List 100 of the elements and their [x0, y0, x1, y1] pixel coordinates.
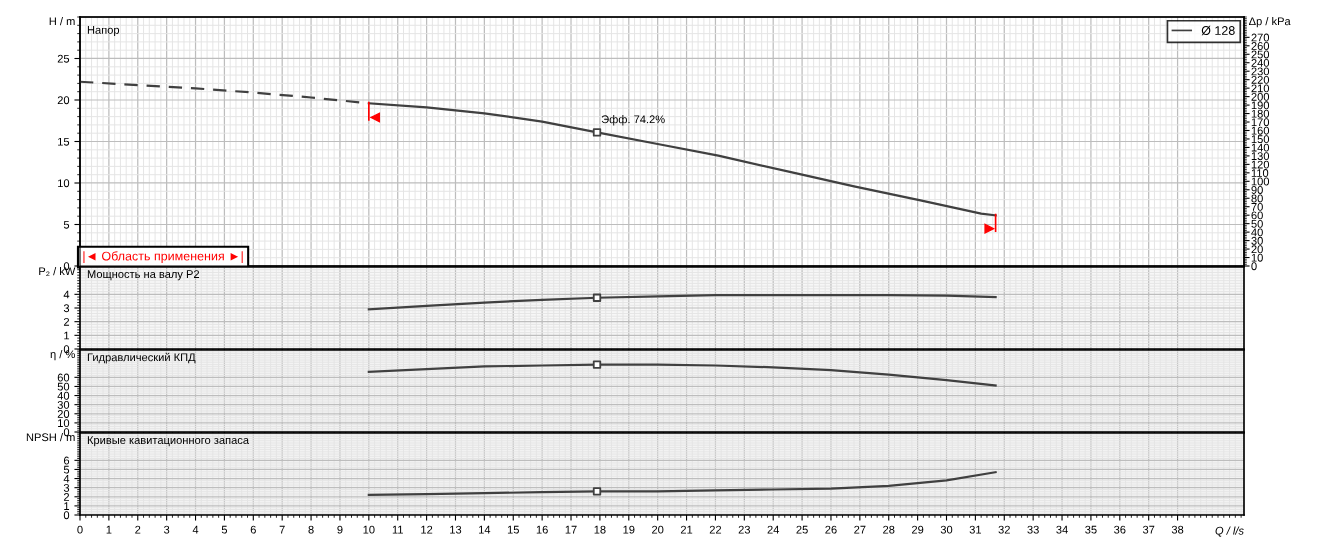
y2-tick-label: 230	[1251, 67, 1270, 76]
y-tick-label: 25	[57, 54, 70, 63]
x-tick-label: 7	[279, 525, 285, 534]
y-tick-label: 5	[63, 220, 70, 229]
x-tick-label: 25	[796, 525, 808, 534]
y-axis-title: H / m	[49, 17, 75, 26]
annotation: Эфф. 74.2%	[601, 115, 665, 126]
y-tick-label: 3	[63, 304, 70, 313]
annotation: |◄ Область применения ►|	[83, 251, 243, 264]
y-tick-label: 6	[63, 456, 70, 465]
x-tick-label: 6	[250, 525, 256, 534]
y-tick-label: 20	[57, 96, 70, 105]
y2-tick-label: 70	[1251, 202, 1263, 211]
x-tick-label: 2	[135, 525, 141, 534]
x-tick-label: 21	[680, 525, 693, 534]
x-tick-label: 26	[825, 525, 837, 534]
y-tick-label: 4	[63, 290, 70, 299]
x-tick-label: 19	[623, 525, 635, 534]
x-tick-label: 17	[565, 525, 577, 534]
y-tick-label: 0	[63, 428, 70, 437]
y-tick-label: 10	[58, 179, 70, 188]
x-tick-label: 30	[940, 525, 953, 534]
x-tick-label: 14	[479, 525, 491, 534]
y2-tick-label: 100	[1251, 177, 1270, 186]
x-tick-label: 35	[1085, 525, 1097, 534]
chart-title: Гидравлический КПД	[87, 352, 196, 364]
y2-tick-label: 40	[1251, 228, 1263, 237]
y-tick-label: 5	[63, 465, 70, 474]
y2-tick-label: 20	[1251, 245, 1263, 254]
x-tick-label: 33	[1027, 525, 1039, 534]
x-tick-label: 4	[192, 525, 199, 534]
x-tick-label: 38	[1171, 525, 1184, 534]
x-tick-label: 32	[998, 525, 1010, 534]
x-tick-label: 1	[106, 525, 112, 534]
text: Напор	[87, 26, 120, 37]
y2-tick-label: 250	[1251, 50, 1270, 59]
y-tick-label: 40	[57, 391, 70, 400]
y2-axis-title: Δp / kPa	[1248, 17, 1291, 28]
legend-label: Ø 128	[1201, 25, 1235, 36]
y2-tick-label: 90	[1251, 186, 1263, 194]
x-tick-label: 22	[709, 525, 722, 534]
y-tick-label: 20	[57, 410, 70, 418]
y-tick-label: 10	[58, 419, 70, 428]
y2-tick-label: 60	[1251, 211, 1263, 220]
line-series	[367, 471, 997, 497]
y-tick-label: 3	[63, 483, 70, 492]
x-tick-label: 29	[912, 525, 924, 534]
x-tick-label: 12	[421, 525, 433, 534]
y2-tick-label: 80	[1251, 194, 1263, 203]
chart-title: Мощность на валу P2	[87, 270, 200, 281]
y-tick-label: 15	[58, 137, 70, 146]
y-tick-label: 2	[63, 493, 70, 501]
y2-tick-label: 110	[1251, 169, 1269, 177]
y2-tick-label: 240	[1251, 59, 1270, 67]
y-tick-label: 4	[63, 474, 70, 483]
x-axis-title: Q / l/s	[1215, 526, 1244, 537]
y-tick-label: 30	[57, 400, 70, 409]
y2-tick-label: 140	[1251, 143, 1270, 152]
y-tick-label: 0	[63, 511, 70, 520]
x-tick-label: 5	[221, 525, 228, 534]
x-tick-label: 8	[308, 525, 314, 534]
y2-tick-label: 10	[1251, 253, 1263, 262]
x-tick-label: 16	[536, 525, 548, 534]
y-tick-label: 2	[63, 317, 70, 326]
x-tick-label: 3	[163, 525, 170, 534]
y2-tick-label: 120	[1251, 160, 1270, 169]
x-tick-label: 10	[363, 525, 375, 534]
y2-tick-label: 220	[1251, 75, 1270, 84]
y2-tick-label: 160	[1251, 126, 1270, 135]
y2-tick-label: 30	[1251, 236, 1263, 245]
x-tick-label: 28	[883, 525, 895, 534]
x-tick-label: 0	[77, 525, 83, 534]
x-tick-label: 11	[392, 525, 403, 534]
y2-tick-label: 210	[1251, 84, 1270, 93]
y-tick-label: 60	[57, 373, 70, 382]
x-tick-label: 13	[450, 525, 462, 534]
x-tick-label: 27	[854, 525, 866, 534]
line-series	[367, 293, 997, 311]
y2-tick-label: 200	[1251, 92, 1270, 101]
y-tick-label: 1	[64, 502, 70, 510]
y2-tick-label: 260	[1251, 42, 1270, 50]
y2-tick-label: 150	[1251, 135, 1270, 144]
x-tick-label: 24	[767, 525, 780, 534]
y2-tick-label: 270	[1251, 33, 1270, 42]
y-tick-label: 1	[64, 331, 70, 340]
y2-tick-label: 50	[1251, 219, 1263, 228]
y-tick-label: 50	[57, 382, 70, 391]
x-tick-label: 37	[1142, 525, 1155, 534]
y2-tick-label: 0	[1251, 262, 1257, 271]
x-tick-label: 34	[1056, 525, 1068, 534]
y2-tick-label: 190	[1251, 101, 1270, 110]
chart-title: Кривые кавитационного запаса	[87, 436, 250, 447]
x-tick-label: 31	[969, 525, 982, 534]
x-tick-label: 20	[652, 525, 664, 534]
x-tick-label: 23	[738, 525, 751, 534]
y2-tick-label: 170	[1251, 118, 1270, 127]
x-tick-label: 18	[594, 525, 606, 534]
y2-tick-label: 130	[1251, 152, 1270, 161]
x-tick-label: 9	[337, 525, 343, 534]
y2-tick-label: 180	[1251, 109, 1270, 118]
